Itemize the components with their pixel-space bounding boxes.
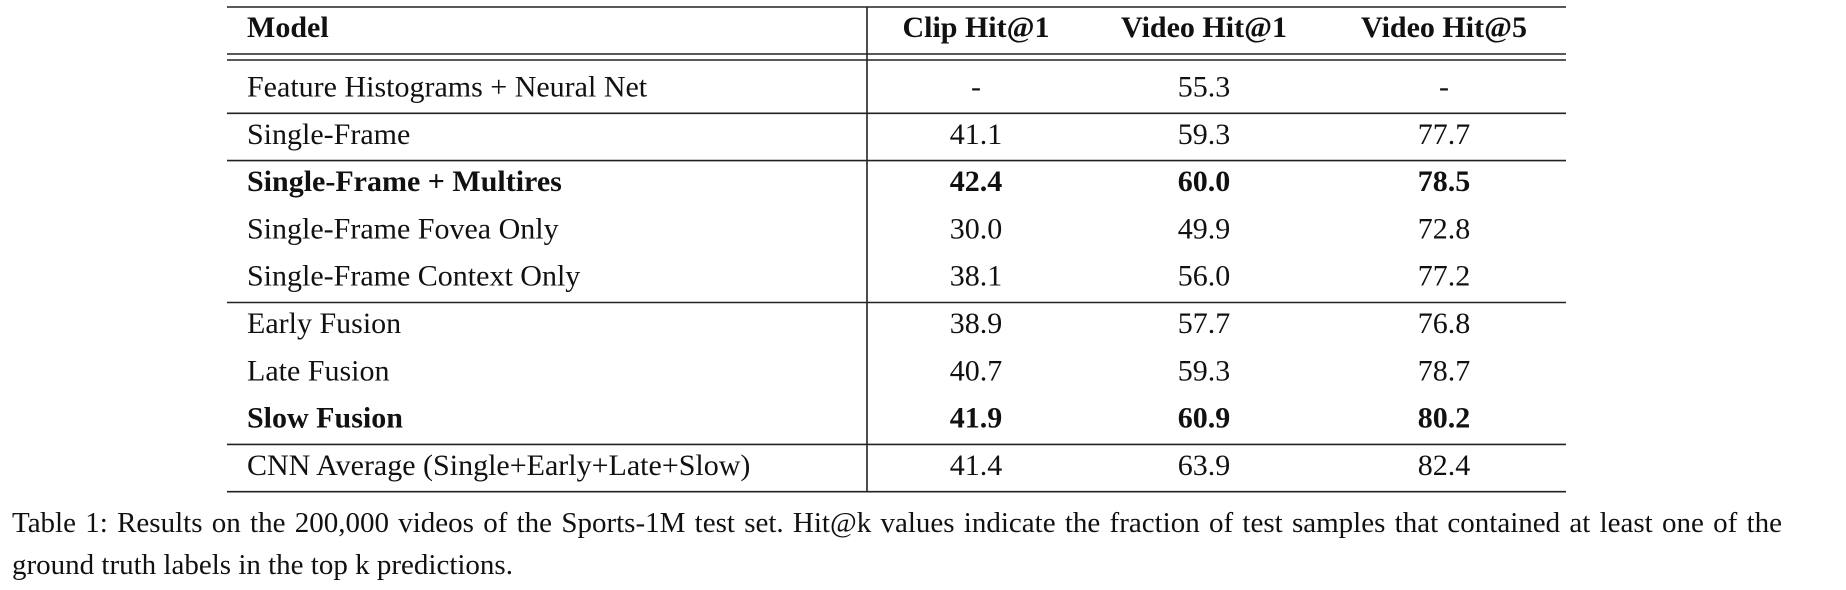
value-cell: - (1439, 71, 1449, 104)
value-cell: 60.0 (1178, 165, 1231, 198)
value-cell: 77.2 (1418, 260, 1471, 293)
value-cell: 72.8 (1418, 212, 1471, 245)
value-cell: 55.3 (1178, 71, 1231, 104)
value-cell: 56.0 (1178, 260, 1231, 293)
value-cell: Video Hit@1 (1121, 11, 1287, 44)
value-cell: Video Hit@5 (1361, 11, 1527, 44)
model-cell: Single-Frame (247, 118, 410, 151)
value-cell: 41.4 (950, 449, 1003, 482)
model-cell: Early Fusion (247, 307, 401, 340)
value-cell: 49.9 (1178, 212, 1231, 245)
value-cell: 76.8 (1418, 307, 1471, 340)
value-cell: 77.7 (1418, 118, 1471, 151)
value-cell: 41.1 (950, 118, 1003, 151)
value-cell: 30.0 (950, 212, 1003, 245)
value-cell: 57.7 (1178, 307, 1231, 340)
results-table: Model Clip Hit@1 Video Hit@1 Video Hit@5 Fea… (227, 6, 1566, 493)
model-cell: Feature Histograms + Neural Net (247, 71, 648, 104)
value-cell: 38.1 (950, 260, 1003, 293)
value-cell: 63.9 (1178, 449, 1231, 482)
model-cell: Single-Frame Fovea Only (247, 212, 559, 245)
model-cell: Late Fusion (247, 354, 390, 387)
model-cell: Slow Fusion (247, 402, 403, 435)
model-cell: CNN Average (Single+Early+Late+Slow) (247, 449, 750, 482)
value-cell: 78.7 (1418, 354, 1471, 387)
value-cell: - (971, 71, 981, 104)
value-cell: 42.4 (950, 165, 1003, 198)
value-cell: 40.7 (950, 354, 1003, 387)
value-cell: 78.5 (1418, 165, 1471, 198)
value-cell: Clip Hit@1 (902, 11, 1049, 44)
value-cell: 59.3 (1178, 118, 1231, 151)
model-cell: Single-Frame Context Only (247, 260, 580, 293)
value-cell: 82.4 (1418, 449, 1471, 482)
caption: Table 1: Results on the 200,000 videos o… (12, 507, 1782, 581)
value-cell: 80.2 (1418, 402, 1471, 435)
value-cell: 59.3 (1178, 354, 1231, 387)
model-cell: Model (247, 11, 329, 44)
value-cell: 60.9 (1178, 402, 1231, 435)
model-cell: Single-Frame + Multires (247, 165, 562, 198)
value-cell: 41.9 (950, 402, 1003, 435)
value-cell: 38.9 (950, 307, 1003, 340)
